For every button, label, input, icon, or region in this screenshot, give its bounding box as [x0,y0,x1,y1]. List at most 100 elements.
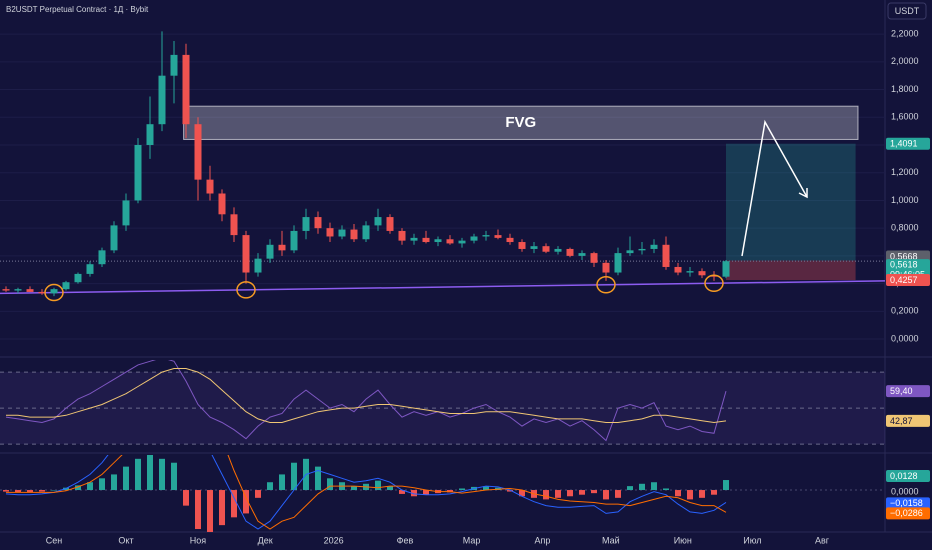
candle-body [662,244,670,267]
macd-pane [0,455,885,532]
histogram-bar [507,490,513,492]
candle-body [230,214,238,236]
candle-body [494,235,502,238]
highlight-circle [704,274,724,293]
histogram-bar [315,466,321,491]
histogram-bar [111,474,117,491]
rsi-badge-text: 42,87 [890,416,913,426]
currency-button[interactable] [887,2,927,20]
arrow-head [798,188,808,199]
target-badge-box [886,137,930,150]
histogram-bar [135,458,141,491]
histogram-bar [39,490,45,492]
x-tick-label: Сен [46,535,63,545]
candle-body [2,289,10,291]
candle-body [290,230,298,251]
histogram-bar [687,490,693,500]
y-tick-label: 1,6000 [891,112,919,122]
histogram-bar [375,480,381,491]
candle-body [650,244,658,249]
y-tick-label: 0,2000 [891,306,919,316]
candle-body [14,289,22,291]
candle-body [74,273,82,283]
x-tick-label: Мар [463,535,481,545]
highlight-circle [236,281,256,299]
histogram-bar [459,488,465,491]
rsi-line [6,368,727,424]
candle-body [422,237,430,243]
x-tick-label: 2026 [324,535,344,545]
x-tick-label: Апр [534,535,550,545]
histogram-bar [51,490,57,491]
y-tick-label: 1,0000 [891,195,919,205]
histogram-bar [207,490,213,532]
y-tick-label: 1,2000 [891,167,919,177]
candle-body [698,271,706,276]
currency-label[interactable]: USDT [895,6,920,16]
histogram-bar [567,490,573,497]
candle-body [518,242,526,249]
candle-body [458,240,466,244]
histogram-bar [327,478,333,491]
histogram-bar [543,490,549,500]
histogram-bar [723,480,729,491]
y-tick-label: 0,0000 [891,333,919,343]
histogram-bar [255,490,261,498]
histogram-bar [183,490,189,506]
candle-body [86,264,94,274]
x-tick-label: Май [602,535,620,545]
rsi-badge-text: 59,40 [890,386,913,396]
histogram-bar [663,488,669,491]
y-tick-label: 2,0000 [891,56,919,66]
macd-badge-box [886,497,930,510]
candle-body [266,244,274,259]
candle-body [542,246,550,252]
histogram-bar [675,490,681,497]
stop-zone [726,260,856,281]
histogram-bar [555,490,561,498]
histogram-bar [3,490,9,492]
macd-line [6,455,727,530]
histogram-bar [603,490,609,500]
last-price-text: 0,5618 [890,260,918,270]
histogram-badge-text: 0,0128 [890,471,918,481]
histogram-bar [591,490,597,494]
candle-body [302,217,310,231]
candle-body [470,236,478,241]
candle-body [410,237,418,241]
fvg-box [183,105,859,140]
candle-body [122,200,130,226]
candle-body [206,179,214,194]
target-badge-text: 1,4091 [890,139,918,149]
candle-body [314,217,322,229]
candle-body [554,248,562,252]
candle-body [434,239,442,243]
histogram-bar [267,482,273,491]
candle-body [26,289,34,292]
candle-body [146,124,154,145]
histogram-bar [411,490,417,497]
histogram-bar [399,490,405,494]
candle-body [686,271,694,273]
candle-body [194,124,202,180]
histogram-bar [651,482,657,491]
candle-body [566,248,574,256]
candle-body [170,54,178,76]
candle-body [674,266,682,273]
candle-body [482,235,490,237]
candle-body [110,225,118,251]
histogram-bar [387,486,393,491]
histogram-bar [615,490,621,498]
candle-body [326,228,334,237]
macd-badge-text: −0,0286 [890,508,923,518]
histogram-bar [711,490,717,495]
histogram-bar [243,490,249,514]
x-tick-label: Окт [118,535,133,545]
rsi-pane [0,360,885,445]
x-tick-label: Фев [397,535,414,545]
histogram-bar [171,462,177,491]
rsi-badge-box [886,414,930,427]
histogram-bar [579,490,585,495]
